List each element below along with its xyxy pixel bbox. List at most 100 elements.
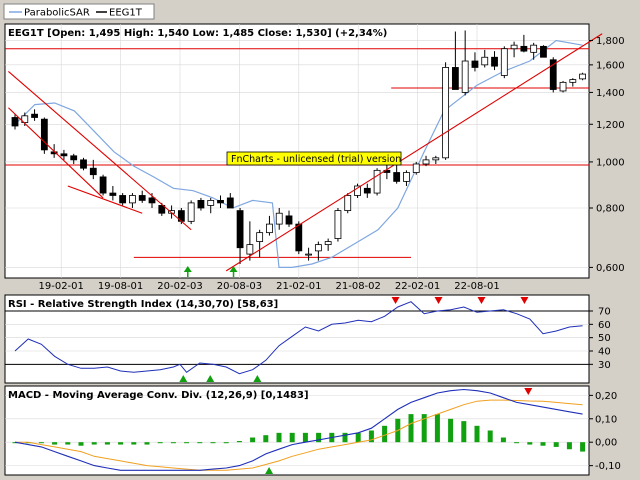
price-ytick-label: 0,600 — [596, 263, 625, 274]
price-xtick-label: 20-08-03 — [217, 281, 262, 292]
legend-price-label[interactable]: EEG1T — [109, 8, 143, 19]
macd-histogram-bar — [474, 425, 480, 443]
candle-body — [471, 60, 479, 68]
price-ytick-label: 1,600 — [596, 60, 625, 71]
price-xtick-label: 22-08-01 — [454, 281, 499, 292]
candle-body — [70, 155, 78, 161]
candle-body — [510, 44, 518, 50]
macd-histogram-bar — [91, 442, 97, 445]
candle-body — [412, 163, 420, 173]
rsi-header: RSI - Relative Strength Index (14,30,70)… — [8, 299, 278, 310]
sell-signal-marker — [391, 297, 400, 304]
macd-histogram-bar — [236, 441, 242, 443]
downtrend-upper-trendline — [8, 70, 192, 231]
macd-histogram-bar — [263, 435, 269, 443]
candle-body — [138, 195, 146, 201]
candle-body — [363, 187, 371, 194]
candle-body — [217, 199, 224, 204]
macd-histogram-bar — [52, 442, 58, 445]
candle-body — [324, 241, 332, 246]
rsi-ytick-label: 50 — [598, 333, 611, 344]
candle-body — [305, 253, 312, 256]
price-header: EEG1T [Open: 1,495 High: 1,540 Low: 1,48… — [8, 28, 387, 39]
macd-panel — [4, 385, 590, 476]
price-ytick-label: 1,800 — [596, 36, 625, 47]
candle-body — [295, 223, 303, 252]
candle-body — [148, 197, 156, 204]
macd-histogram-bar — [250, 437, 256, 443]
candle-body — [11, 117, 19, 127]
macd-histogram-bar — [514, 442, 520, 444]
macd-histogram-bar — [302, 432, 308, 443]
sell-signal-marker — [477, 297, 486, 304]
candle-body — [89, 167, 97, 176]
candle-body — [500, 48, 508, 76]
candle-body — [530, 44, 538, 53]
candle-body — [266, 223, 273, 234]
macd-histogram-bar — [580, 442, 586, 452]
macd-signal-line — [15, 399, 583, 471]
candle-body — [197, 199, 205, 209]
candle-body — [559, 81, 567, 92]
candle-body — [314, 244, 322, 252]
macd-histogram-bar — [131, 442, 137, 445]
candle-body — [187, 202, 195, 222]
macd-histogram-bar — [289, 432, 295, 443]
macd-histogram-bar — [25, 442, 31, 444]
rsi-ytick-label: 40 — [598, 347, 611, 358]
candle-body — [119, 195, 127, 204]
buy-signal-marker — [206, 375, 215, 382]
macd-histogram-bar — [104, 442, 110, 445]
price-xtick-label: 19-02-01 — [39, 281, 84, 292]
candle-body — [285, 215, 293, 225]
macd-histogram-bar — [157, 442, 163, 444]
buy-signal-marker — [253, 375, 262, 382]
buy-signal-marker — [179, 375, 188, 382]
buy-signal-marker — [183, 266, 192, 272]
macd-histogram-bar — [566, 442, 572, 450]
macd-histogram-bar — [540, 442, 546, 446]
watermark: FnCharts - unlicensed (trial) version — [226, 151, 402, 166]
macd-histogram-bar — [355, 432, 361, 443]
macd-histogram-bar — [223, 442, 229, 444]
macd-histogram-bar — [65, 442, 71, 445]
price-ytick-label: 0,800 — [596, 203, 625, 214]
macd-histogram-bar — [408, 414, 414, 443]
legend-box — [3, 3, 155, 20]
candle-body — [403, 172, 410, 182]
candle-body — [344, 195, 352, 211]
macd-histogram-bar — [316, 432, 322, 443]
uptrend-main-trendline — [225, 33, 603, 272]
macd-histogram-bar — [500, 437, 506, 443]
candle-body — [540, 45, 547, 58]
macd-line — [14, 388, 583, 471]
downtrend-lower-trendline — [8, 107, 104, 199]
candle-body — [236, 210, 244, 249]
buy-signal-marker — [265, 467, 274, 474]
price-ytick-label: 1,400 — [596, 88, 625, 99]
downtrend-short-trendline — [67, 185, 143, 214]
candle-body — [520, 45, 528, 52]
macd-histogram-bar — [461, 421, 467, 443]
macd-histogram-bar — [342, 432, 348, 443]
sell-signal-marker — [524, 388, 533, 395]
candle-body — [158, 205, 166, 214]
watermark-box — [226, 151, 402, 166]
candle-body — [80, 159, 87, 169]
candle-body — [275, 212, 283, 225]
parabolic-sar-line — [14, 39, 583, 268]
candle-body — [354, 185, 361, 196]
candle-body — [21, 115, 29, 123]
price-ytick-label: 1,200 — [596, 120, 625, 131]
macd-histogram-bar — [118, 442, 124, 445]
macd-histogram-bar — [170, 442, 176, 444]
candle-body — [99, 176, 107, 194]
candle-body — [31, 113, 38, 118]
rsi-ytick-label: 30 — [598, 360, 611, 371]
macd-histogram-bar — [382, 425, 388, 443]
rsi-ytick-label: 70 — [598, 307, 611, 318]
candle-body — [451, 67, 459, 90]
macd-histogram-bar — [197, 442, 203, 444]
candle-body — [256, 232, 264, 242]
legend-sar-label[interactable]: ParabolicSAR — [24, 8, 90, 19]
